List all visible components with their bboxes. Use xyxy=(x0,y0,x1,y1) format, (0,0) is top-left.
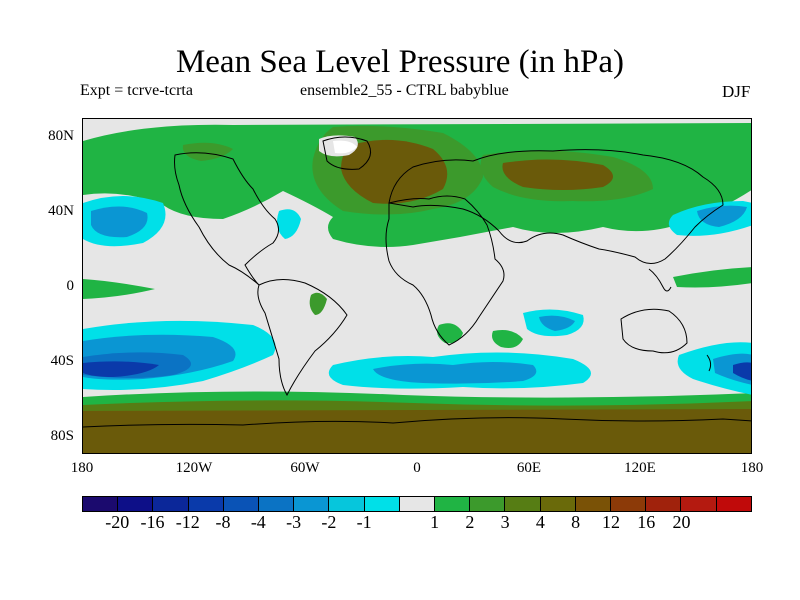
tasman-darkblue xyxy=(733,362,751,381)
map-title: Mean Sea Level Pressure (in hPa) xyxy=(175,44,625,80)
colorbar-swatch xyxy=(83,497,119,511)
colorbar-swatch xyxy=(646,497,682,511)
colorbar-swatch xyxy=(716,497,751,511)
lat-label-eq: 0 xyxy=(66,278,75,294)
colorbar-label: 8 xyxy=(571,512,581,532)
colorbar-swatch xyxy=(435,497,471,511)
experiment-label: Expt = tcrve-tcrta xyxy=(80,82,193,99)
colorbar-label: 16 xyxy=(637,512,656,532)
southern-ocean-lightblue xyxy=(373,362,537,384)
north-atlantic-brown-high xyxy=(341,139,448,204)
colorbar-swatch xyxy=(294,497,330,511)
colorbar-swatch xyxy=(505,497,541,511)
colorbar-swatch xyxy=(681,497,717,511)
equatorial-green xyxy=(83,279,155,299)
colorbar-label: 12 xyxy=(601,512,620,532)
australia-coast xyxy=(620,308,688,354)
colorbar-label: -20 xyxy=(105,512,130,532)
north-pacific-lightblue xyxy=(91,206,148,238)
colorbar-label: 2 xyxy=(465,512,475,532)
lon-label-180e: 180 xyxy=(740,460,764,476)
africa-coast xyxy=(385,195,505,346)
colorbar-swatch xyxy=(470,497,506,511)
colorbar-label: -1 xyxy=(356,512,372,532)
colorbar-swatch xyxy=(575,497,612,511)
colorbar-swatch xyxy=(259,497,295,511)
colorbar xyxy=(82,496,752,512)
colorbar-swatch xyxy=(364,497,400,511)
greenland-coast xyxy=(322,136,372,170)
antarctic-brown-band xyxy=(83,409,751,453)
eurasia-coast xyxy=(388,149,724,264)
lat-label-80s: 80S xyxy=(50,428,74,444)
south-america-coast xyxy=(257,279,348,397)
indian-ocean-green xyxy=(492,330,523,348)
season-label: DJF xyxy=(722,82,751,101)
colorbar-swatch xyxy=(188,497,224,511)
colorbar-swatch xyxy=(399,497,436,511)
colorbar-label: -4 xyxy=(250,512,266,532)
new-zealand-coast xyxy=(706,354,712,372)
canada-olive-patch xyxy=(182,142,233,161)
colorbar-swatch xyxy=(540,497,576,511)
colorbar-label: 3 xyxy=(500,512,510,532)
brazil-olive-patch xyxy=(309,292,327,315)
colorbar-label: -2 xyxy=(321,512,337,532)
colorbar-label: -12 xyxy=(175,512,200,532)
colorbar-label: -16 xyxy=(140,512,165,532)
colorbar-swatch xyxy=(118,497,154,511)
lon-label-120w: 120W xyxy=(175,460,213,476)
west-pacific-green xyxy=(673,267,751,288)
greenland-white-patch xyxy=(333,140,357,154)
southern-africa-green xyxy=(437,323,463,344)
east-us-cyan xyxy=(277,209,301,239)
ensemble-label: ensemble2_55 - CTRL babyblue xyxy=(300,82,509,99)
colorbar-label: 20 xyxy=(672,512,691,532)
lat-label-40s: 40S xyxy=(50,353,74,369)
colorbar-swatch xyxy=(153,497,189,511)
colorbar-swatch xyxy=(611,497,647,511)
lon-label-120e: 120E xyxy=(624,460,656,476)
colorbar-label: -3 xyxy=(286,512,302,532)
indian-ocean-lightblue xyxy=(539,315,575,331)
colorbar-label: 1 xyxy=(430,512,440,532)
lon-label-60e: 60E xyxy=(516,460,542,476)
lat-label-40n: 40N xyxy=(48,203,74,219)
colorbar-swatch xyxy=(223,497,260,511)
colorbar-label: 4 xyxy=(535,512,545,532)
lon-label-180w: 180 xyxy=(70,460,94,476)
lon-label-60w: 60W xyxy=(290,460,320,476)
pressure-field xyxy=(83,119,751,453)
colorbar-label: -8 xyxy=(215,512,231,532)
aleutian-lightblue xyxy=(697,205,747,227)
lon-label-0: 0 xyxy=(413,460,421,476)
lat-label-80n: 80N xyxy=(48,128,74,144)
maritime-continent-coast xyxy=(648,268,672,292)
antarctica-coast xyxy=(83,417,751,428)
map-panel xyxy=(82,118,752,454)
colorbar-swatch xyxy=(329,497,365,511)
coastlines xyxy=(83,136,751,428)
south-pacific-darkblue xyxy=(83,361,159,377)
siberia-brown-high xyxy=(502,159,613,190)
north-america-coast xyxy=(174,152,279,286)
